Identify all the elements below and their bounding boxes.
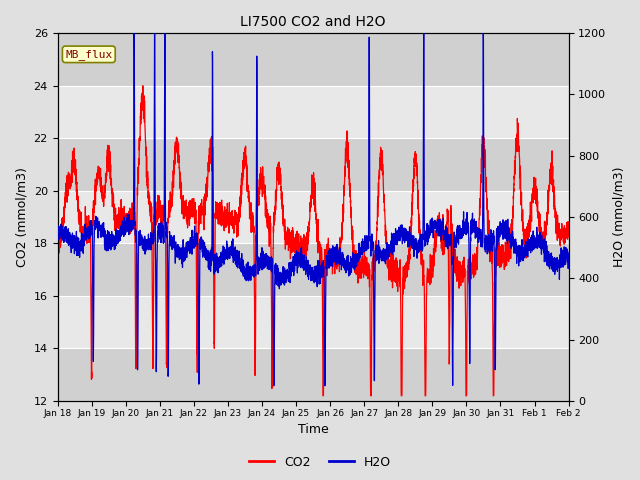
Y-axis label: H2O (mmol/m3): H2O (mmol/m3) [612,167,625,267]
Bar [58,138,568,191]
Text: MB_flux: MB_flux [65,49,113,60]
Bar [58,85,568,138]
Bar [58,348,568,401]
Bar [58,243,568,296]
Title: LI7500 CO2 and H2O: LI7500 CO2 and H2O [240,15,386,29]
Bar [58,191,568,243]
Bar [58,296,568,348]
Bar [58,33,568,85]
Y-axis label: CO2 (mmol/m3): CO2 (mmol/m3) [15,167,28,267]
X-axis label: Time: Time [298,423,328,436]
Legend: CO2, H2O: CO2, H2O [244,451,396,474]
